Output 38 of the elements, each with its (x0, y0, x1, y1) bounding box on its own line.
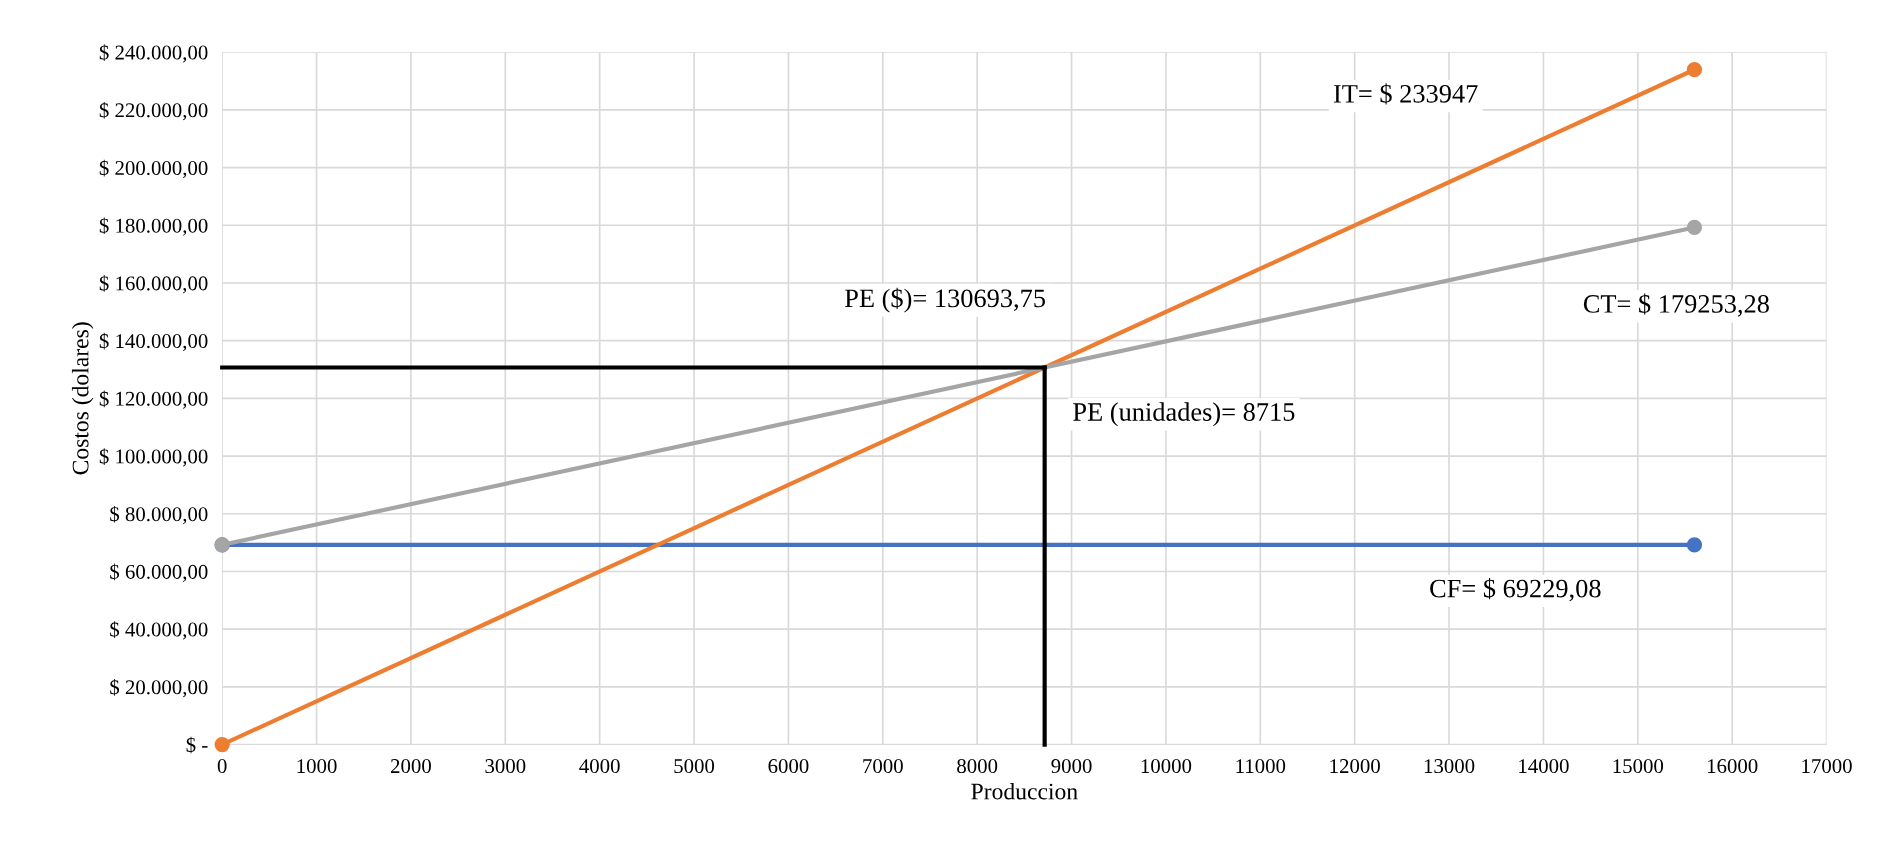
x-tick-label: 13000 (1424, 759, 1475, 774)
x-tick-label: 3000 (485, 759, 526, 774)
annotation: IT= $ 233947 (1333, 83, 1478, 105)
x-tick-label: 16000 (1707, 759, 1758, 774)
x-tick-label: 12000 (1330, 759, 1380, 774)
x-tick-label: 7000 (863, 759, 903, 774)
y-tick-label: $ 160.000,00 (99, 275, 208, 294)
x-axis-title: Produccion (971, 782, 1078, 800)
x-tick-label: 0 (217, 759, 227, 774)
x-tick-label: 6000 (768, 759, 809, 774)
x-tick-label: 17000 (1802, 759, 1852, 774)
y-tick-label: $ - (186, 736, 208, 754)
x-tick-label: 10000 (1141, 759, 1192, 774)
x-tick-label: 11000 (1236, 759, 1286, 774)
y-tick-label: $ 220.000,00 (99, 102, 208, 121)
annotation: PE ($)= 130693,75 (844, 287, 1045, 313)
y-tick-label: $ 100.000,00 (99, 448, 208, 467)
x-tick-label: 14000 (1519, 759, 1569, 774)
x-tick-label: 15000 (1613, 759, 1664, 774)
annotation: CF= $ 69229,08 (1430, 578, 1601, 602)
annotation: CT= $ 179253,28 (1583, 293, 1769, 317)
x-tick-label: 9000 (1051, 759, 1092, 774)
x-tick-label: 4000 (579, 759, 620, 774)
x-tick-label: 8000 (957, 759, 998, 774)
x-tick-label: 5000 (674, 759, 715, 774)
y-axis-title: Costos (dolares) (71, 322, 94, 475)
y-tick-label: $ 60.000,00 (110, 563, 208, 582)
x-tick-label: 1000 (297, 759, 337, 774)
y-tick-label: $ 120.000,00 (99, 390, 208, 409)
y-tick-label: $ 140.000,00 (99, 332, 208, 352)
x-tick-label: 2000 (391, 759, 431, 774)
y-tick-label: $ 180.000,00 (99, 217, 208, 236)
y-tick-label: $ 200.000,00 (99, 159, 208, 178)
y-tick-label: $ 80.000,00 (110, 505, 208, 525)
y-tick-label: $ 240.000,00 (99, 44, 208, 63)
y-tick-label: $ 20.000,00 (110, 679, 208, 698)
annotation: PE (unidades)= 8715 (1073, 402, 1295, 427)
y-tick-label: $ 40.000,00 (110, 621, 208, 640)
